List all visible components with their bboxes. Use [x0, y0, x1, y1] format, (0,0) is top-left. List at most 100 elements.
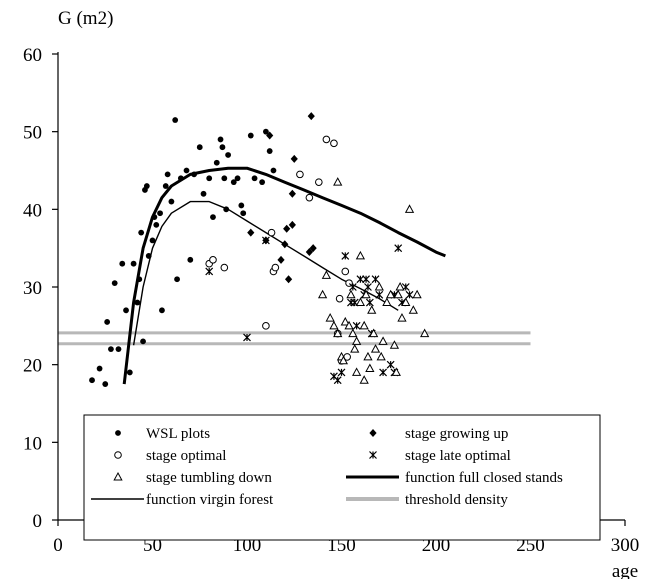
- legend-marker: [113, 471, 123, 481]
- data-point: [394, 244, 403, 253]
- data-point: [123, 307, 129, 314]
- legend-item: threshold density: [346, 492, 508, 508]
- data-point: [355, 297, 366, 307]
- legend-marker: [114, 451, 122, 459]
- data-point: [130, 260, 137, 267]
- data-point: [270, 167, 277, 174]
- data-point: [104, 319, 111, 325]
- data-point: [341, 267, 350, 276]
- legend-marker: [115, 430, 121, 436]
- data-point: [351, 336, 362, 345]
- data-point: [267, 228, 276, 237]
- data-point: [412, 289, 422, 299]
- data-point: [153, 221, 160, 228]
- data-point: [196, 144, 203, 151]
- data-point: [221, 175, 228, 182]
- data-point: [247, 228, 255, 237]
- data-point: [263, 128, 269, 135]
- data-point: [138, 229, 145, 236]
- data-point: [220, 263, 229, 272]
- data-point: [240, 210, 247, 217]
- data-point: [172, 117, 179, 123]
- data-point: [305, 248, 313, 257]
- data-point: [205, 267, 214, 276]
- y-axis-title: G (m2): [58, 8, 113, 29]
- data-point: [347, 298, 355, 307]
- data-point: [143, 183, 150, 189]
- data-point: [363, 351, 373, 361]
- data-point: [340, 316, 350, 326]
- data-point: [371, 275, 380, 284]
- x-tick-label: 300: [611, 535, 640, 556]
- legend-label: stage optimal: [146, 448, 226, 464]
- data-point: [183, 167, 190, 174]
- legend-label: stage late optimal: [405, 448, 511, 464]
- data-point: [370, 344, 381, 353]
- legend: WSL plots stage growing up stage optimal st…: [83, 414, 601, 541]
- y-tick-label: 40: [23, 200, 42, 221]
- data-point: [375, 290, 384, 299]
- data-point: [145, 253, 152, 259]
- data-point: [219, 144, 226, 151]
- data-point: [191, 171, 197, 178]
- data-point: [102, 381, 109, 387]
- data-point: [288, 189, 296, 198]
- data-point: [359, 320, 369, 330]
- data-point: [283, 224, 291, 233]
- legend-marker: [369, 429, 377, 437]
- data-point: [350, 344, 360, 353]
- data-point: [356, 275, 365, 284]
- data-point: [322, 135, 331, 144]
- data-point: [151, 214, 158, 221]
- data-point: [266, 131, 274, 140]
- legend-label: WSL plots: [146, 426, 210, 442]
- x-axis-title: age: [612, 561, 638, 579]
- data-point: [177, 175, 184, 182]
- legend-item: stage optimal: [114, 448, 226, 464]
- data-point: [261, 236, 270, 245]
- data-point: [386, 360, 395, 369]
- legend-label: threshold density: [405, 492, 508, 508]
- data-point: [376, 351, 386, 361]
- data-point: [262, 322, 270, 330]
- data-point: [89, 377, 95, 384]
- data-point: [217, 136, 224, 143]
- data-point: [325, 313, 335, 322]
- y-tick-label: 20: [23, 356, 42, 377]
- data-point: [315, 178, 323, 186]
- data-point: [159, 307, 165, 314]
- data-point: [243, 333, 251, 342]
- data-point: [115, 346, 122, 353]
- data-point: [209, 256, 217, 264]
- data-point: [259, 179, 266, 186]
- data-point: [341, 252, 350, 260]
- data-point: [247, 132, 254, 139]
- data-point: [140, 338, 146, 345]
- data-point: [234, 175, 241, 182]
- data-point: [200, 190, 207, 197]
- legend-item: WSL plots: [115, 426, 210, 442]
- data-point: [296, 170, 304, 179]
- y-tick-label: 0: [33, 511, 43, 532]
- data-point: [136, 276, 143, 283]
- data-point: [230, 179, 237, 186]
- data-point: [307, 112, 315, 121]
- data-point: [305, 193, 314, 202]
- data-point: [164, 171, 171, 178]
- data-point: [389, 340, 400, 349]
- data-point: [393, 289, 403, 299]
- data-point: [330, 139, 338, 148]
- data-point: [361, 289, 371, 299]
- data-point: [288, 220, 296, 229]
- data-point: [126, 369, 133, 376]
- legend-item: stage growing up: [369, 426, 508, 442]
- data-point: [337, 368, 346, 377]
- data-point: [364, 283, 372, 291]
- data-point: [359, 375, 369, 384]
- legend-label: function full closed stands: [405, 470, 563, 486]
- data-point: [277, 255, 285, 264]
- data-point: [374, 281, 384, 291]
- data-point: [344, 320, 354, 330]
- data-point: [367, 305, 377, 314]
